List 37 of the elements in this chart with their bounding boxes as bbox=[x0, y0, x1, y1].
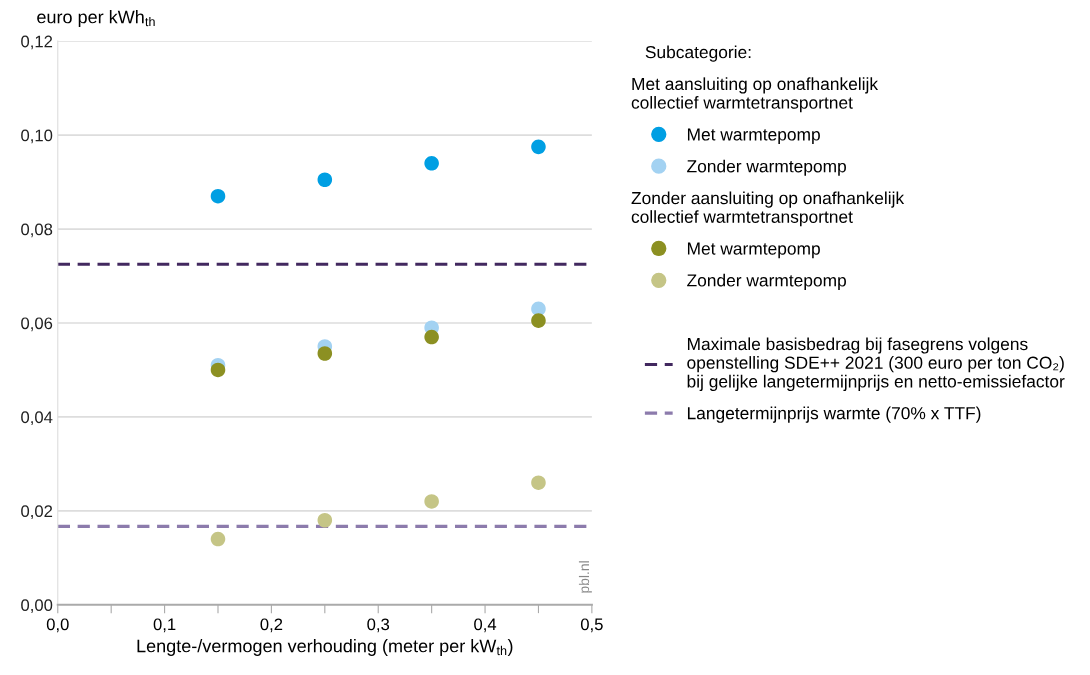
y-tick-label: 0,06 bbox=[21, 317, 53, 332]
legend-label: Maximale basisbedrag bij fasegrens volgens openstelling SDE++ 2021 (300 euro per ton CO₂) bij gelijke langetermijnprijs en netto-emissiefactor bbox=[687, 337, 1065, 391]
point bbox=[531, 475, 546, 490]
legend-label: Met warmtepomp bbox=[687, 128, 820, 145]
point bbox=[531, 139, 546, 155]
point bbox=[210, 362, 226, 378]
legend-title: Subcategorie: bbox=[645, 45, 751, 62]
y-tick-label: 0,04 bbox=[21, 411, 53, 426]
x-axis-title: Lengte-/vermogen verhouding (meter per kW$_{th}$) bbox=[137, 639, 513, 656]
x-tick-label: 0,3 bbox=[367, 618, 390, 633]
x-tick-label: 0,0 bbox=[46, 618, 69, 633]
x-tick-label: 0,1 bbox=[153, 618, 176, 633]
text: Met aansluiting op onafhankelijk collectief warmtetransportnet bbox=[631, 77, 879, 113]
point bbox=[317, 172, 333, 188]
text: Zonder aansluiting op onafhankelijk collectief warmtetransportnet bbox=[631, 191, 905, 227]
point bbox=[317, 346, 333, 361]
point bbox=[317, 512, 333, 528]
point bbox=[424, 494, 439, 509]
point bbox=[424, 156, 439, 171]
y-axis-title: euro per kWh$_{th}$ bbox=[37, 10, 155, 27]
annotation: pbl.nl bbox=[578, 561, 592, 593]
legend-label: Met warmtepomp bbox=[687, 242, 820, 259]
point bbox=[210, 188, 226, 204]
legend-label: Zonder warmtepomp bbox=[687, 159, 846, 176]
x-tick-label: 0,2 bbox=[260, 618, 283, 633]
point bbox=[531, 313, 546, 328]
x-tick-label: 0,4 bbox=[474, 618, 497, 633]
y-tick-label: 0,12 bbox=[21, 35, 53, 50]
point bbox=[210, 531, 226, 547]
legend-label: Langetermijnprijs warmte (70% x TTF) bbox=[687, 406, 981, 423]
point bbox=[424, 329, 439, 345]
y-tick-label: 0,08 bbox=[21, 223, 53, 238]
y-tick-label: 0,10 bbox=[21, 129, 53, 144]
y-tick-label: 0,00 bbox=[21, 599, 53, 613]
x-tick-label: 0,5 bbox=[580, 618, 603, 633]
y-tick-label: 0,02 bbox=[21, 505, 53, 520]
legend-label: Zonder warmtepomp bbox=[687, 273, 846, 290]
